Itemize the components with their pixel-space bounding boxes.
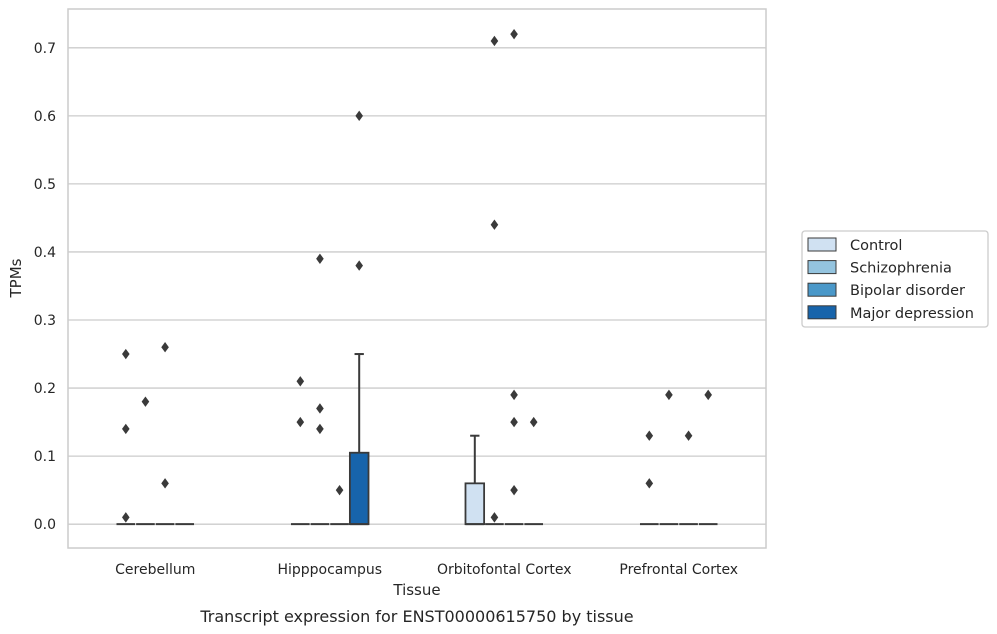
legend-swatch — [807, 282, 837, 297]
x-axis-title: Tissue — [392, 581, 440, 599]
outlier-point — [161, 478, 169, 489]
y-tick-label: 0.3 — [34, 313, 56, 329]
outlier-point — [122, 348, 130, 360]
x-tick-label: Orbitofontal Cortex — [437, 562, 572, 578]
y-tick-label: 0.1 — [34, 449, 56, 465]
outlier-point — [490, 35, 499, 47]
legend: Control Schizophrenia Bipolar disorder Majo… — [801, 230, 989, 328]
y-tick-label: 0.5 — [34, 177, 56, 193]
outlier-point — [529, 416, 538, 428]
y-tick-label: 0.0 — [34, 517, 56, 533]
outlier-point — [122, 512, 130, 523]
outlier-point — [316, 403, 324, 414]
outlier-point — [490, 512, 499, 523]
outlier-point — [665, 389, 673, 401]
y-tick-label: 0.7 — [34, 41, 56, 57]
legend-swatch — [807, 260, 837, 275]
outlier-point — [704, 389, 712, 401]
box — [464, 482, 486, 526]
outlier-point — [355, 110, 363, 122]
x-tick-label: Prefrontal Cortex — [619, 562, 738, 578]
x-tick-label: Hipppocampus — [277, 562, 382, 578]
outlier-point — [296, 376, 305, 387]
outlier-point — [355, 260, 363, 271]
legend-label: Schizophrenia — [850, 261, 952, 277]
outlier-point — [296, 416, 305, 428]
outlier-point — [335, 484, 344, 496]
y-tick-label: 0.6 — [34, 109, 56, 125]
outlier-point — [510, 416, 518, 428]
x-tick-label: Cerebellum — [115, 562, 195, 578]
outlier-point — [141, 396, 150, 407]
outlier-point — [645, 478, 654, 489]
plot-area: 0.0 0.1 0.2 0.3 0.4 0.5 0.6 0.7 Cerebellum Hipppo… — [34, 8, 767, 578]
outlier-point — [316, 253, 324, 264]
legend-frame — [801, 230, 989, 328]
y-tick-label: 0.2 — [34, 381, 56, 397]
outlier-point — [510, 28, 518, 40]
chart-caption: Transcript expression for ENST0000061575… — [199, 607, 633, 626]
outlier-point — [684, 430, 693, 441]
outlier-point — [490, 219, 499, 230]
outlier-point — [316, 423, 324, 435]
legend-label: Major depression — [850, 306, 974, 322]
outlier-point — [510, 484, 518, 496]
legend-label: Bipolar disorder — [850, 283, 965, 299]
y-tick-label: 0.4 — [34, 245, 56, 261]
outlier-point — [645, 430, 654, 441]
outlier-point — [122, 423, 130, 435]
legend-label: Control — [850, 238, 902, 254]
legend-swatch — [807, 305, 837, 320]
legend-swatch — [807, 237, 837, 252]
box — [348, 451, 370, 526]
outlier-point — [510, 389, 518, 401]
y-axis-title: TPMs — [7, 258, 25, 298]
plot-frame — [67, 8, 767, 549]
outlier-point — [161, 342, 169, 353]
